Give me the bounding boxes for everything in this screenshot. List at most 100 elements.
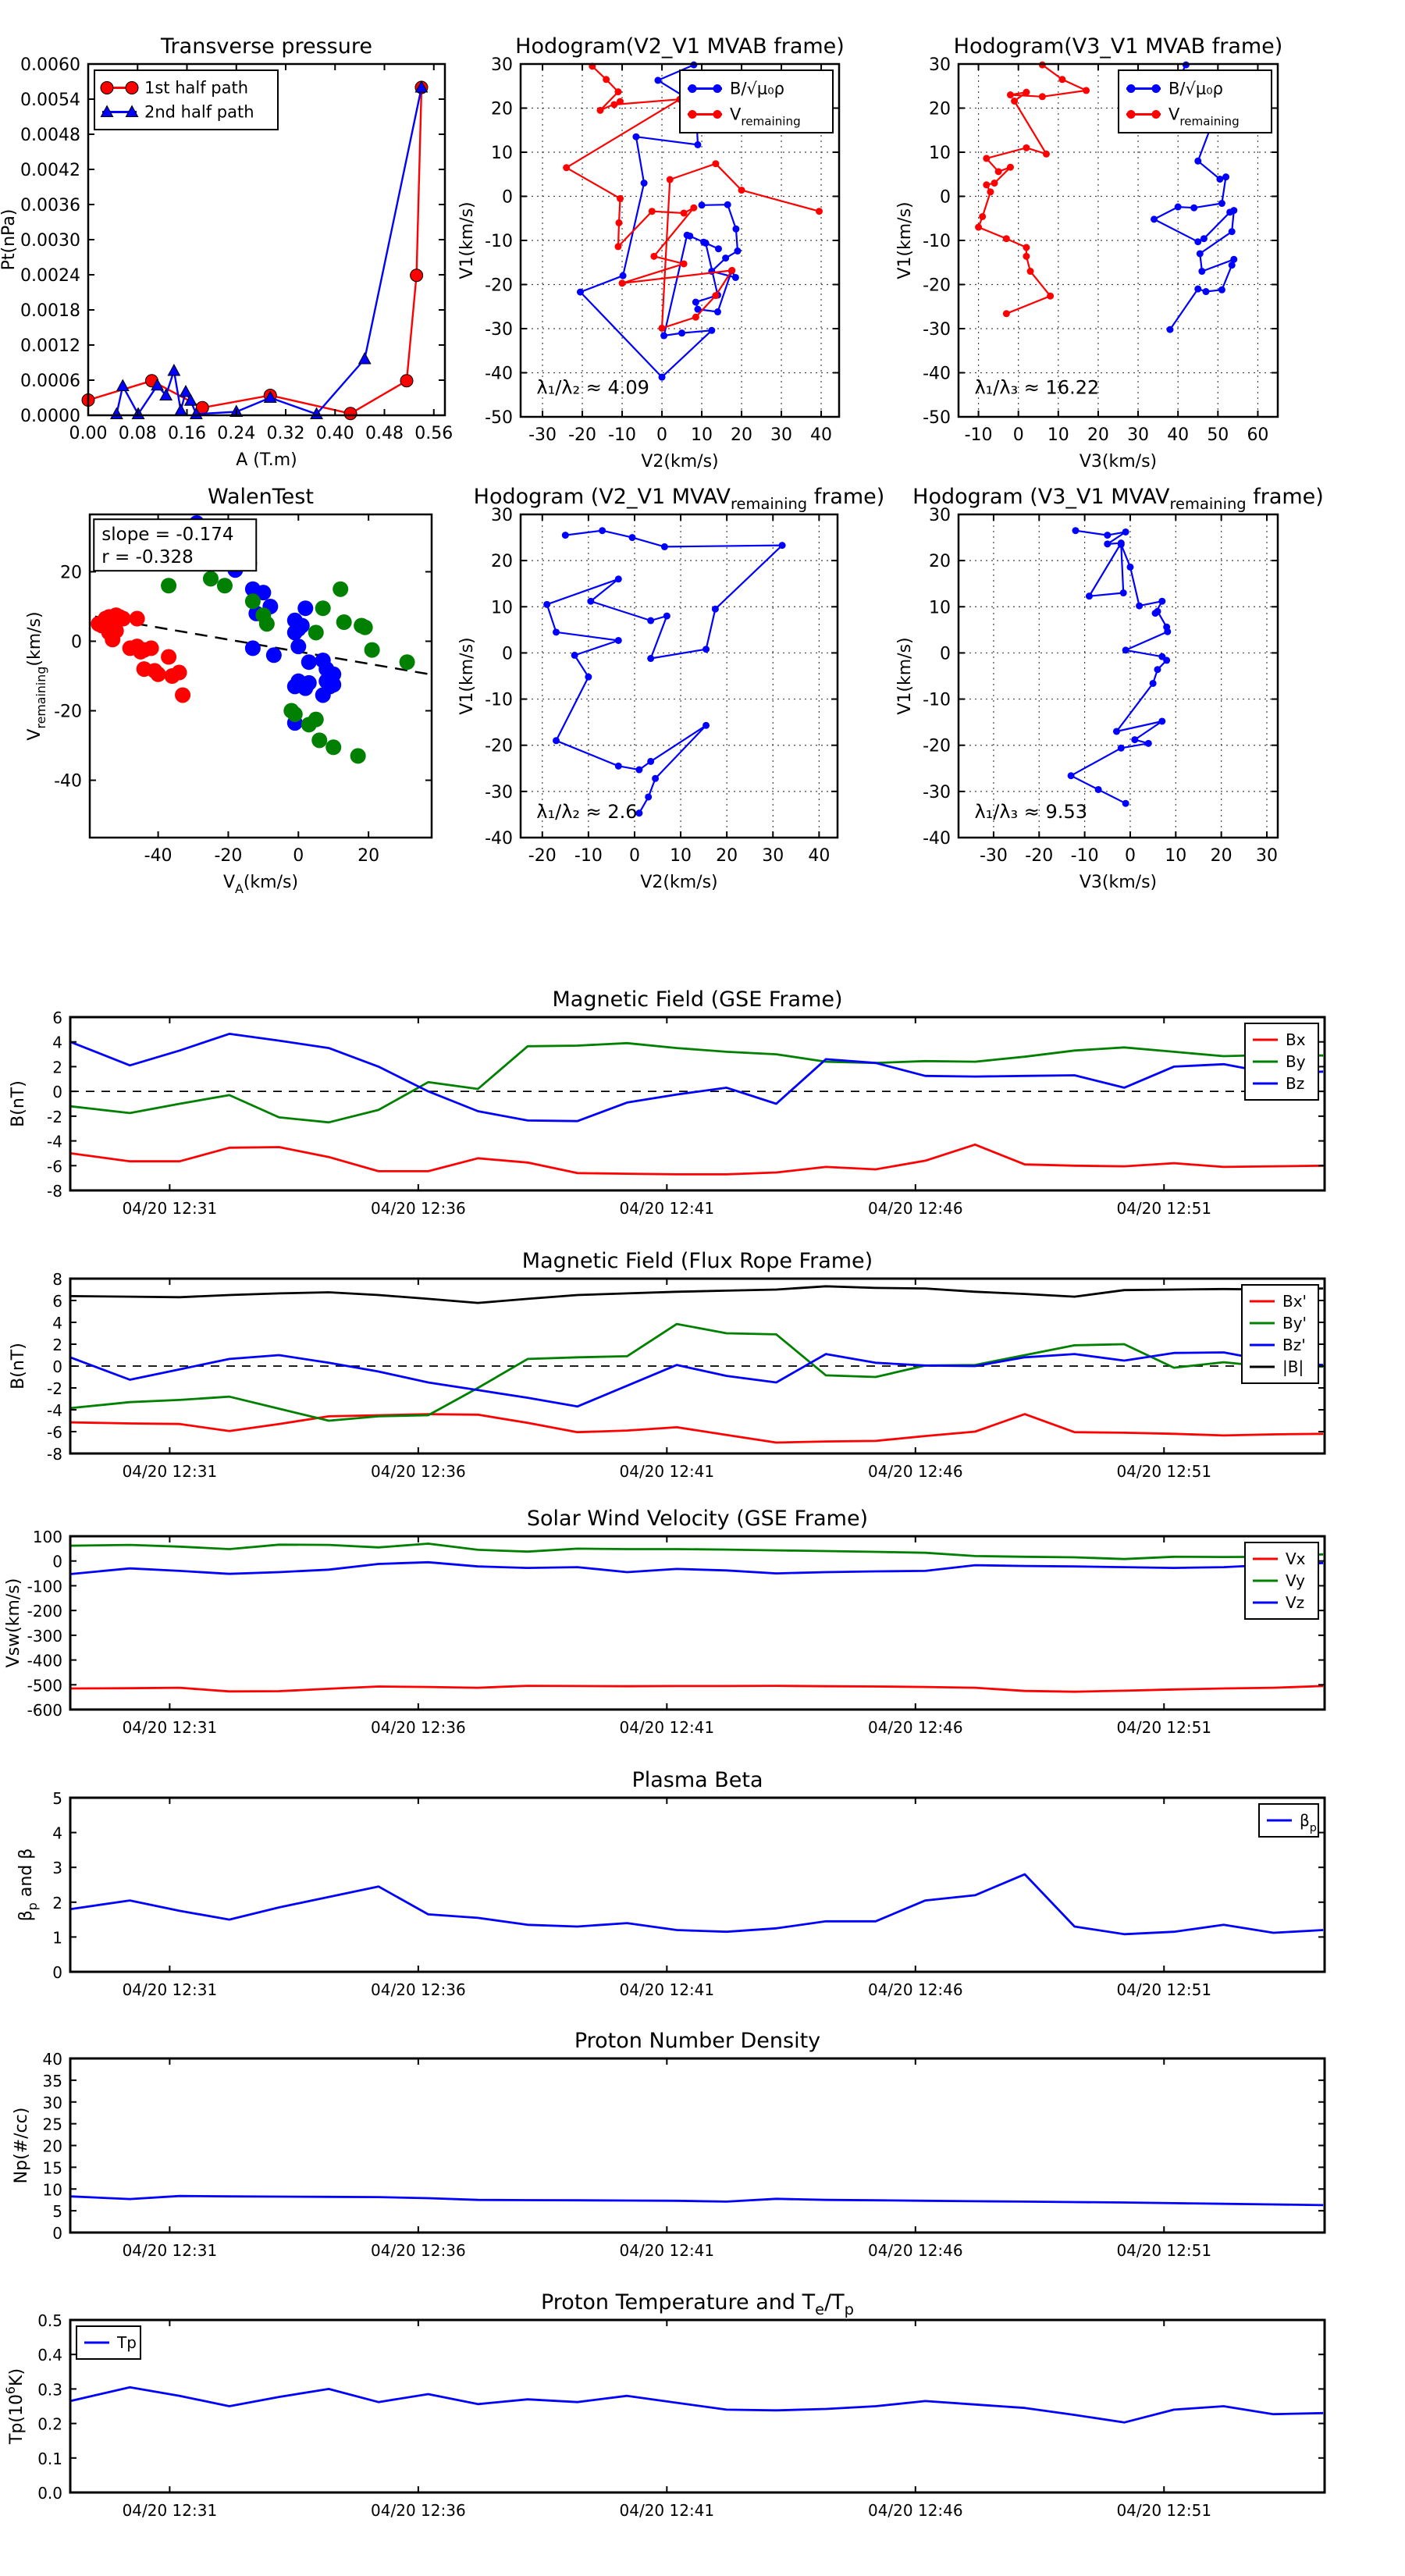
svg-text:20: 20	[731, 425, 752, 445]
svg-text:0.00: 0.00	[69, 424, 108, 443]
svg-text:Solar Wind Velocity (GSE Frame: Solar Wind Velocity (GSE Frame)	[527, 1507, 868, 1531]
chart-hodogram-v3v1-mvav: -30 -20 -10 0 10 20 30-40-30-20-100102030Hodog…	[895, 485, 1324, 892]
svg-text:04/20 12:31: 04/20 12:31	[123, 1718, 218, 1737]
svg-text:-8: -8	[47, 1445, 62, 1464]
svg-text:B(nT): B(nT)	[9, 1343, 28, 1389]
svg-text:Tp(106K): Tp(106K)	[3, 2368, 27, 2445]
svg-text:Proton Number Density: Proton Number Density	[574, 2029, 820, 2053]
svg-text:04/20 12:36: 04/20 12:36	[371, 2241, 466, 2260]
svg-text:-4: -4	[47, 1401, 62, 1420]
svg-text:04/20 12:46: 04/20 12:46	[868, 1199, 963, 1218]
svg-text:Plasma Beta: Plasma Beta	[631, 1768, 763, 1792]
svg-text:0: 0	[502, 188, 513, 208]
svg-text:0.5: 0.5	[37, 2311, 62, 2330]
svg-text:10: 10	[670, 846, 692, 866]
svg-text:0: 0	[52, 2224, 62, 2243]
svg-text:-50: -50	[485, 408, 513, 428]
svg-text:0: 0	[52, 1963, 62, 1982]
svg-text:-10: -10	[923, 232, 951, 251]
svg-text:Bz': Bz'	[1282, 1336, 1306, 1354]
svg-text:Pt(nPa): Pt(nPa)	[0, 209, 19, 271]
svg-text:0.24: 0.24	[217, 424, 255, 443]
svg-text:04/20 12:41: 04/20 12:41	[620, 1718, 715, 1737]
svg-text:30: 30	[491, 55, 513, 75]
svg-text:4: 4	[52, 1824, 62, 1843]
svg-text:-20: -20	[568, 425, 596, 445]
svg-text:Vsw(km/s): Vsw(km/s)	[4, 1578, 23, 1668]
svg-text:04/20 12:41: 04/20 12:41	[620, 1199, 715, 1218]
svg-text:30: 30	[762, 846, 784, 866]
svg-text:0: 0	[293, 846, 304, 866]
svg-text:Transverse pressure: Transverse pressure	[160, 34, 372, 59]
svg-text:04/20 12:31: 04/20 12:31	[123, 1462, 218, 1481]
svg-text:30: 30	[1256, 846, 1278, 866]
svg-text:Hodogram(V2_V1 MVAB frame): Hodogram(V2_V1 MVAB frame)	[515, 34, 845, 59]
svg-text:0.0006: 0.0006	[20, 372, 80, 391]
svg-text:10: 10	[929, 598, 951, 617]
svg-text:4: 4	[52, 1034, 62, 1052]
svg-text:λ₁/λ₃ ≈ 16.22: λ₁/λ₃ ≈ 16.22	[974, 377, 1099, 399]
svg-text:-8: -8	[47, 1182, 62, 1201]
svg-text:0: 0	[71, 632, 82, 652]
svg-text:04/20 12:41: 04/20 12:41	[620, 2501, 715, 2520]
svg-text:0: 0	[940, 188, 951, 208]
svg-text:0.2: 0.2	[37, 2415, 62, 2434]
chart-proton-number-density: 04/20 12:31 04/20 12:36 04/20 12:41 04/20 1…	[12, 2029, 1326, 2260]
svg-text:5: 5	[52, 1789, 62, 1808]
svg-text:1: 1	[52, 1928, 62, 1947]
svg-text:40: 40	[808, 846, 830, 866]
svg-text:8: 8	[52, 1270, 62, 1289]
svg-text:0.0048: 0.0048	[20, 126, 80, 145]
svg-text:0.0054: 0.0054	[20, 91, 80, 110]
svg-text:-40: -40	[485, 829, 513, 849]
svg-text:2: 2	[52, 1058, 62, 1076]
svg-text:20: 20	[491, 100, 513, 119]
svg-text:-20: -20	[528, 846, 557, 866]
svg-text:r = -0.328: r = -0.328	[101, 547, 194, 568]
svg-text:-30: -30	[485, 320, 513, 340]
svg-text:25: 25	[43, 2115, 62, 2134]
svg-text:-10: -10	[608, 425, 636, 445]
svg-text:20: 20	[43, 2137, 62, 2156]
svg-text:0.0: 0.0	[37, 2484, 62, 2503]
svg-text:20: 20	[716, 846, 738, 866]
svg-text:V1(km/s): V1(km/s)	[457, 201, 477, 279]
svg-text:Hodogram (V3_V1 MVAVremaining: Hodogram (V3_V1 MVAVremaining frame)	[912, 485, 1324, 513]
svg-text:WalenTest: WalenTest	[208, 485, 314, 509]
svg-text:10: 10	[691, 425, 713, 445]
svg-text:-10: -10	[485, 232, 513, 251]
svg-text:Vremaining: Vremaining	[1168, 105, 1240, 129]
svg-text:5: 5	[52, 2202, 62, 2221]
svg-text:04/20 12:31: 04/20 12:31	[123, 2241, 218, 2260]
svg-text:4: 4	[52, 1314, 62, 1332]
svg-text:0.40: 0.40	[316, 424, 354, 443]
svg-text:Bx: Bx	[1286, 1030, 1306, 1049]
svg-text:A (T.m): A (T.m)	[236, 450, 297, 470]
svg-text:04/20 12:46: 04/20 12:46	[868, 2241, 963, 2260]
svg-text:30: 30	[43, 2094, 62, 2112]
chart-plasma-beta: 04/20 12:31 04/20 12:36 04/20 12:41 04/20 1…	[16, 1768, 1326, 1999]
svg-text:04/20 12:31: 04/20 12:31	[123, 1199, 218, 1218]
svg-text:10: 10	[491, 598, 513, 617]
svg-text:04/20 12:36: 04/20 12:36	[371, 1199, 466, 1218]
svg-text:30: 30	[929, 506, 951, 525]
svg-text:10: 10	[43, 2180, 62, 2199]
svg-text:20: 20	[357, 846, 379, 866]
svg-text:0.0024: 0.0024	[20, 266, 80, 286]
svg-text:V3(km/s): V3(km/s)	[1080, 873, 1157, 892]
svg-text:35: 35	[43, 2072, 62, 2090]
svg-text:40: 40	[43, 2050, 62, 2069]
svg-text:Vy: Vy	[1286, 1571, 1305, 1590]
svg-text:04/20 12:46: 04/20 12:46	[868, 2501, 963, 2520]
svg-text:-20: -20	[923, 737, 951, 756]
svg-text:0: 0	[656, 425, 667, 445]
svg-text:2: 2	[52, 1894, 62, 1912]
svg-text:30: 30	[770, 425, 792, 445]
svg-text:0: 0	[629, 846, 640, 866]
svg-text:-30: -30	[923, 783, 951, 802]
svg-text:-30: -30	[980, 846, 1008, 866]
svg-text:-40: -40	[144, 846, 173, 866]
svg-text:3: 3	[52, 1859, 62, 1877]
svg-text:Hodogram (V2_V1 MVAVremaining: Hodogram (V2_V1 MVAVremaining frame)	[474, 485, 885, 513]
